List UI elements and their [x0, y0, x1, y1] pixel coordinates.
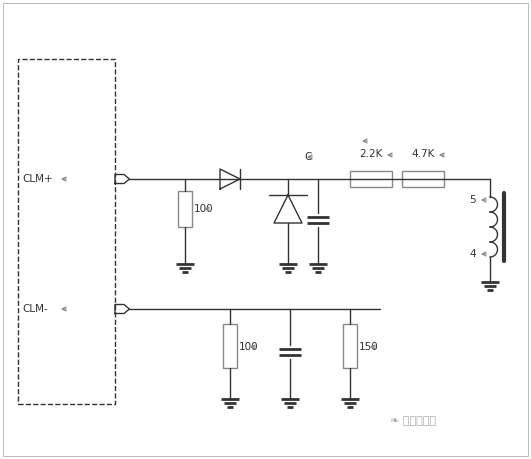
- Bar: [18, 59, 115, 404]
- Text: 5: 5: [469, 195, 476, 205]
- Bar: [178, 191, 192, 227]
- Text: 4: 4: [469, 249, 476, 259]
- Text: 100: 100: [194, 204, 213, 214]
- Text: 2.2K: 2.2K: [359, 149, 383, 159]
- Text: CLM-: CLM-: [22, 304, 48, 314]
- Text: 100: 100: [239, 342, 259, 352]
- Bar: [350, 171, 392, 187]
- Text: 150: 150: [359, 342, 379, 352]
- Text: 4.7K: 4.7K: [412, 149, 435, 159]
- Bar: [343, 324, 357, 368]
- Text: CLM+: CLM+: [22, 174, 53, 184]
- Text: C: C: [304, 152, 311, 162]
- Text: ❧ 电路一点通: ❧ 电路一点通: [390, 416, 436, 426]
- Bar: [223, 324, 237, 368]
- Bar: [402, 171, 444, 187]
